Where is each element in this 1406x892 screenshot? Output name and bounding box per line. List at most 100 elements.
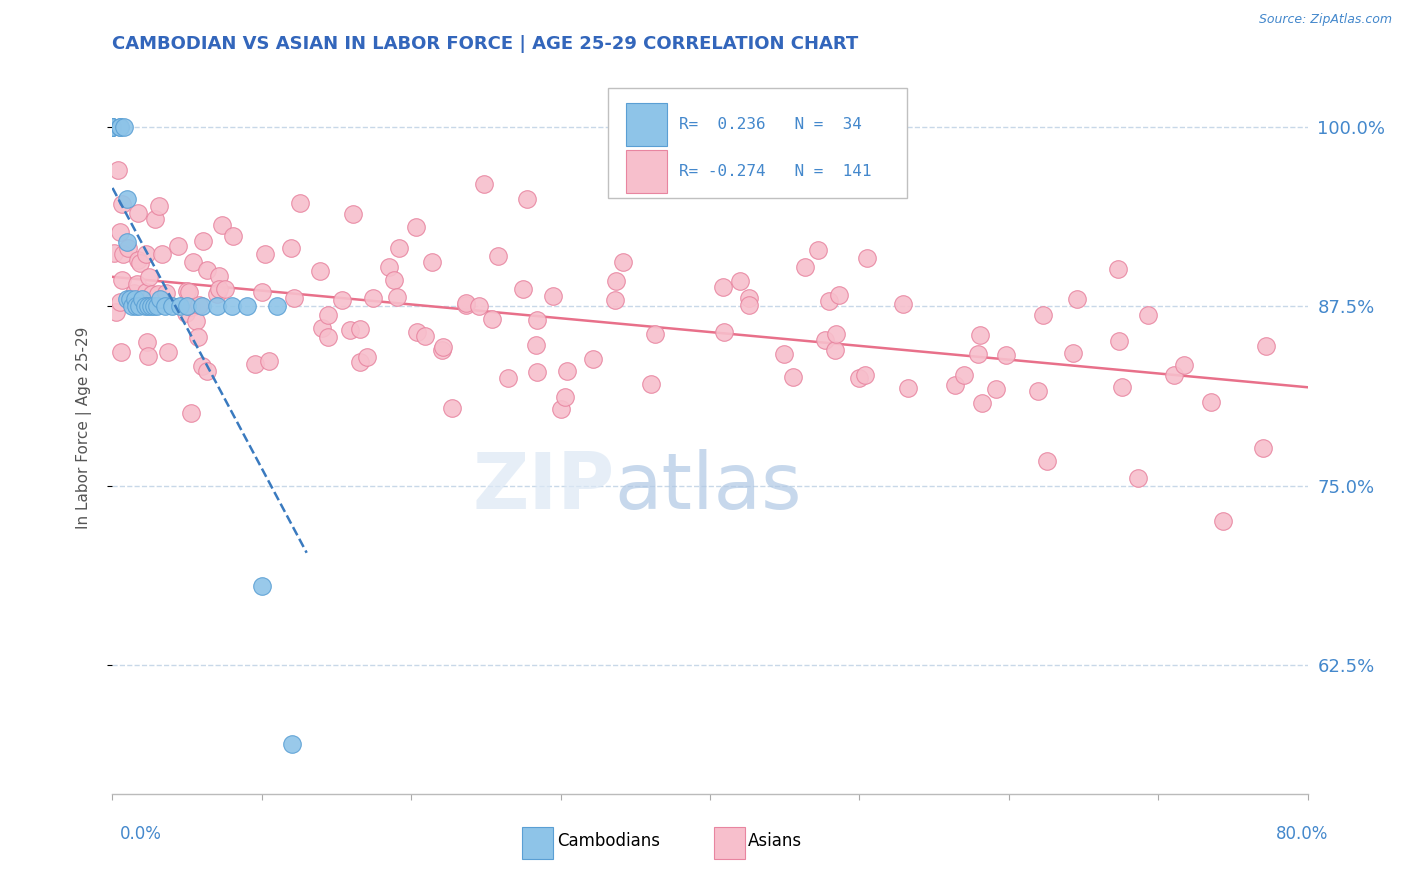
Point [526,365,548,379]
FancyBboxPatch shape [523,827,554,859]
Point [108,295,131,310]
Point [420,255,443,269]
FancyBboxPatch shape [627,150,666,194]
Point [995,348,1018,362]
Point [191,299,214,313]
Point [773,346,796,360]
Point [1128,471,1150,485]
Text: Source: ZipAtlas.com: Source: ZipAtlas.com [1258,13,1392,27]
Point [141,299,163,313]
Point [378,260,401,274]
Point [612,255,634,269]
Point [1201,394,1223,409]
Point [316,308,339,322]
Point [713,325,735,339]
Point [114,120,135,134]
Point [385,290,408,304]
Point [101,120,124,134]
Point [456,298,478,312]
Point [967,347,990,361]
Point [738,298,761,312]
Point [825,326,848,341]
Point [124,292,146,306]
Point [468,299,491,313]
Point [430,343,453,357]
Point [257,354,280,368]
Point [1251,441,1274,455]
Point [101,120,124,134]
Point [349,354,371,368]
Point [432,340,454,354]
Point [644,327,666,342]
Point [101,120,124,134]
Point [488,250,510,264]
Point [818,293,841,308]
Point [149,292,172,306]
Point [181,254,204,268]
Text: Cambodians: Cambodians [557,832,659,850]
Point [1254,339,1277,353]
Point [356,351,378,365]
Point [187,330,209,344]
Point [807,243,830,257]
Point [824,343,846,357]
Point [342,207,364,221]
Point [406,325,429,339]
Point [1173,358,1195,372]
Point [969,327,991,342]
Point [526,313,548,327]
Point [283,291,305,305]
Text: ZIP: ZIP [472,449,614,524]
FancyBboxPatch shape [609,88,907,198]
Point [738,291,761,305]
Point [177,285,200,299]
Point [162,299,183,313]
Point [848,371,870,385]
Point [1108,334,1130,348]
Point [101,120,124,134]
Point [388,241,411,255]
Point [141,287,163,301]
Point [309,263,332,277]
Point [195,364,218,378]
Point [205,299,228,313]
Point [169,299,191,313]
Point [121,299,143,313]
Point [112,247,135,261]
Point [782,370,804,384]
Point [208,282,231,296]
Point [1107,261,1129,276]
Point [117,292,139,306]
Point [120,292,142,306]
Point [554,390,576,404]
Point [167,239,190,253]
Point [541,289,564,303]
Point [150,247,173,261]
Point [311,321,333,335]
Point [122,285,145,300]
Point [148,286,170,301]
Point [184,314,207,328]
Point [1036,454,1059,468]
Point [1163,368,1185,382]
Point [145,211,167,226]
Text: 80.0%: 80.0% [1277,825,1329,843]
Point [730,274,752,288]
Point [1111,380,1133,394]
Point [136,335,159,350]
Point [415,329,437,343]
Point [361,291,384,305]
Point [125,277,148,292]
Point [101,120,124,134]
Point [472,178,495,192]
Point [828,288,851,302]
Point [349,322,371,336]
Point [984,382,1007,396]
Point [135,247,157,261]
Point [191,359,214,373]
Point [111,273,134,287]
Point [107,163,129,178]
Point [214,282,236,296]
Point [148,199,170,213]
Text: CAMBODIAN VS ASIAN IN LABOR FORCE | AGE 25-29 CORRELATION CHART: CAMBODIAN VS ASIAN IN LABOR FORCE | AGE … [112,35,859,53]
